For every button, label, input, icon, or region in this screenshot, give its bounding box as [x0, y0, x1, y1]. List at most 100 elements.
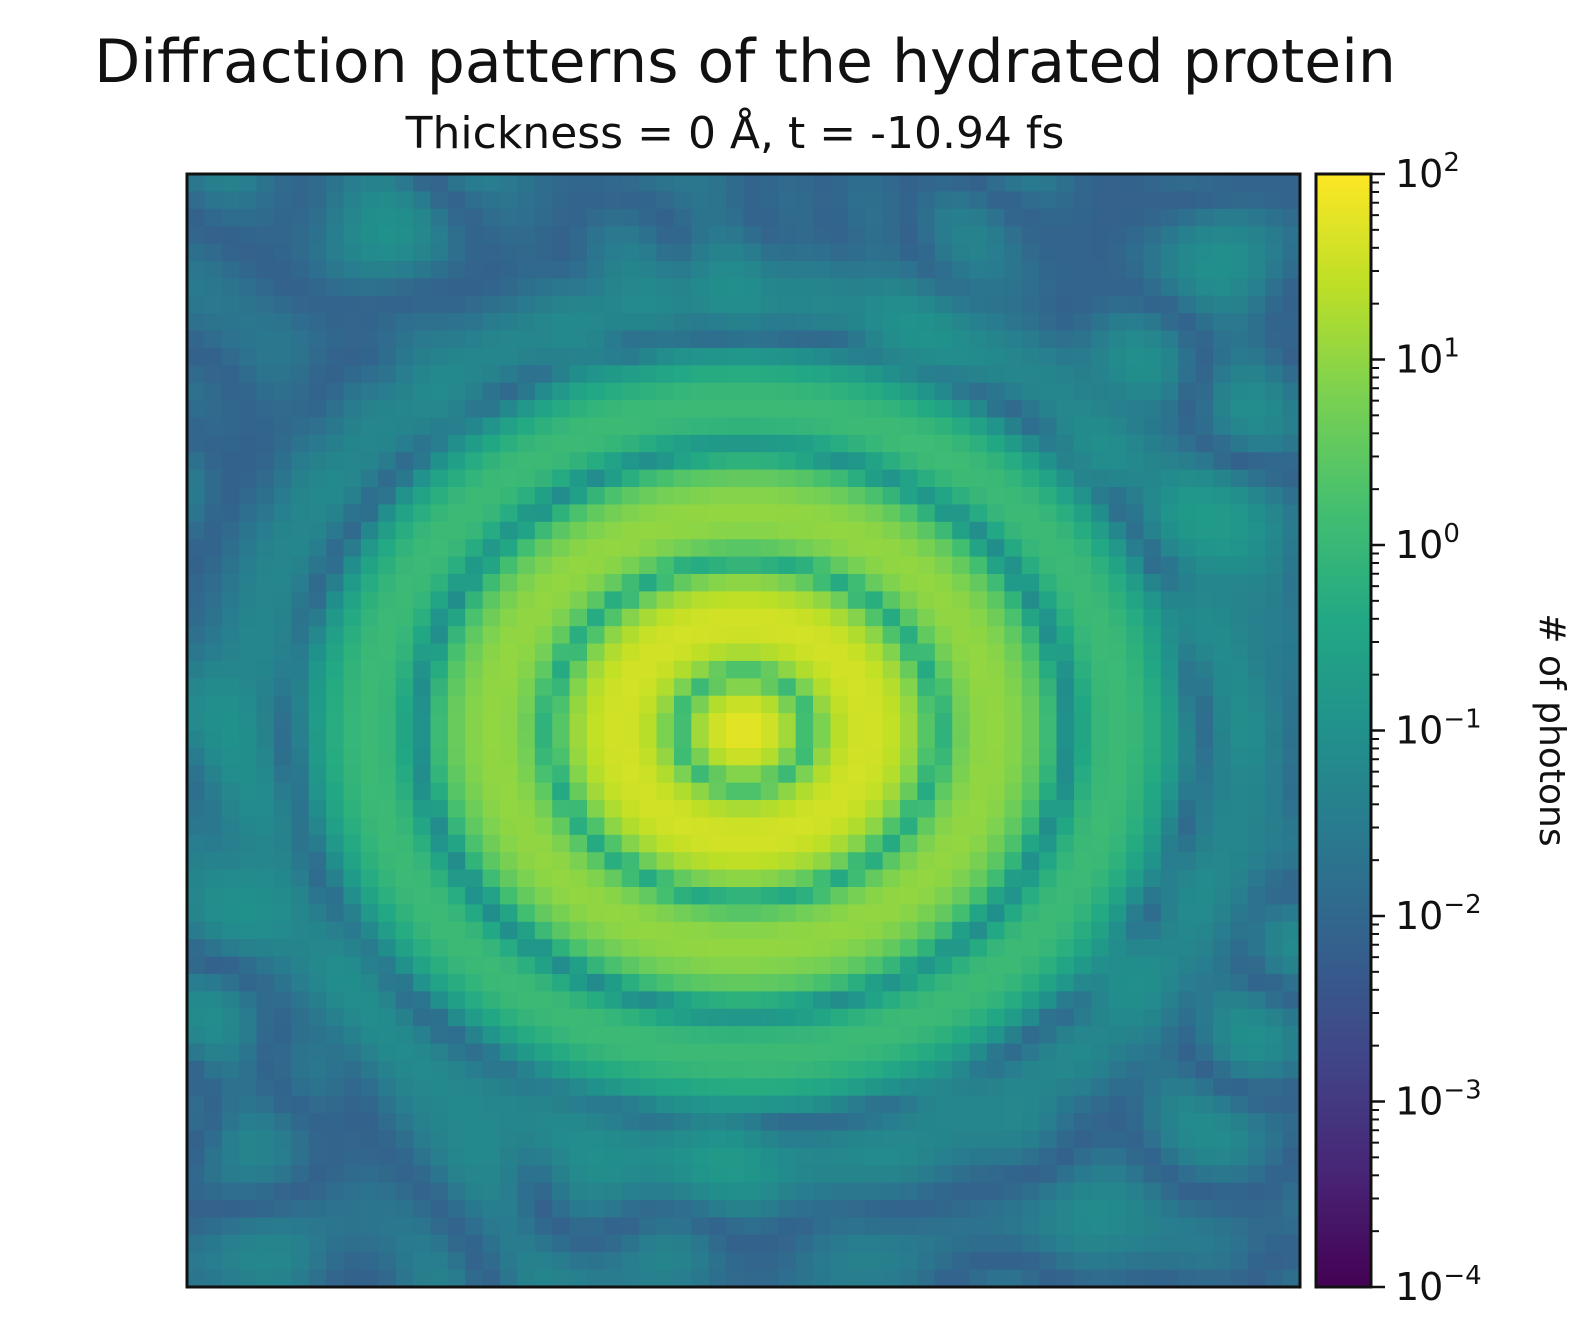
heatmap-cell: [500, 904, 519, 923]
heatmap-cell: [552, 991, 571, 1010]
heatmap-cell: [256, 1200, 275, 1219]
heatmap-cell: [1265, 347, 1284, 366]
heatmap-cell: [900, 626, 919, 645]
heatmap-cell: [708, 191, 727, 210]
heatmap-cell: [569, 365, 588, 384]
heatmap-cell: [760, 208, 779, 227]
heatmap-cell: [969, 417, 988, 436]
heatmap-cell: [395, 1095, 414, 1114]
heatmap-cell: [673, 1234, 692, 1253]
heatmap-cell: [1265, 991, 1284, 1010]
heatmap-cell: [239, 295, 258, 314]
heatmap-cell: [726, 469, 745, 488]
heatmap-cell: [517, 730, 536, 749]
heatmap-cell: [813, 504, 832, 523]
heatmap-cell: [604, 991, 623, 1010]
heatmap-cell: [691, 1043, 710, 1062]
heatmap-cell: [813, 191, 832, 210]
heatmap-cell: [743, 626, 762, 645]
heatmap-cell: [1247, 208, 1266, 227]
heatmap-cell: [1213, 1165, 1232, 1184]
heatmap-cell: [656, 869, 675, 888]
heatmap-cell: [1143, 887, 1162, 906]
heatmap-cell: [1195, 747, 1214, 766]
heatmap-cell: [395, 278, 414, 297]
heatmap-cell: [1195, 956, 1214, 975]
heatmap-cell: [1143, 713, 1162, 732]
heatmap-cell: [986, 834, 1005, 853]
heatmap-cell: [708, 800, 727, 819]
heatmap-cell: [1195, 365, 1214, 384]
heatmap-cell: [1230, 904, 1249, 923]
heatmap-cell: [500, 1026, 519, 1045]
heatmap-cell: [1091, 1130, 1110, 1149]
heatmap-cell: [1108, 782, 1127, 801]
heatmap-cell: [378, 626, 397, 645]
heatmap-cell: [430, 713, 449, 732]
heatmap-cell: [326, 452, 345, 471]
heatmap-cell: [639, 713, 658, 732]
heatmap-cell: [1073, 260, 1092, 279]
heatmap-cell: [1004, 226, 1023, 245]
heatmap-cell: [430, 434, 449, 453]
heatmap-cell: [1213, 591, 1232, 610]
heatmap-cell: [1126, 782, 1145, 801]
heatmap-cell: [1230, 313, 1249, 332]
heatmap-cell: [395, 1252, 414, 1271]
heatmap-cell: [604, 921, 623, 940]
heatmap-cell: [256, 626, 275, 645]
heatmap-cell: [604, 365, 623, 384]
heatmap-cell: [900, 1234, 919, 1253]
heatmap-cell: [691, 643, 710, 662]
heatmap-cell: [500, 365, 519, 384]
heatmap-cell: [830, 1060, 849, 1079]
heatmap-cell: [621, 591, 640, 610]
heatmap-cell: [847, 678, 866, 697]
heatmap-cell: [969, 730, 988, 749]
heatmap-cell: [1195, 678, 1214, 697]
heatmap-cell: [900, 887, 919, 906]
heatmap-cell: [1230, 660, 1249, 679]
heatmap-cell: [604, 1113, 623, 1132]
heatmap-cell: [1091, 591, 1110, 610]
heatmap-cell: [204, 226, 223, 245]
heatmap-cell: [986, 695, 1005, 714]
heatmap-cell: [621, 1217, 640, 1236]
heatmap-cell: [500, 469, 519, 488]
heatmap-cell: [378, 643, 397, 662]
heatmap-cell: [1247, 469, 1266, 488]
heatmap-cell: [882, 1060, 901, 1079]
heatmap-cell: [413, 1026, 432, 1045]
heatmap-cell: [569, 660, 588, 679]
heatmap-cell: [308, 208, 327, 227]
heatmap-cell: [969, 191, 988, 210]
heatmap-cell: [604, 278, 623, 297]
heatmap-cell: [1160, 260, 1179, 279]
heatmap-cell: [586, 695, 605, 714]
heatmap-cell: [1039, 278, 1058, 297]
heatmap-cell: [1108, 765, 1127, 784]
heatmap-cell: [743, 1200, 762, 1219]
heatmap-cell: [656, 365, 675, 384]
heatmap-cell: [743, 921, 762, 940]
heatmap-cell: [1230, 782, 1249, 801]
heatmap-cell: [604, 591, 623, 610]
heatmap-cell: [1004, 452, 1023, 471]
heatmap-cell: [500, 313, 519, 332]
heatmap-cell: [256, 278, 275, 297]
heatmap-cell: [900, 434, 919, 453]
heatmap-cell: [986, 939, 1005, 958]
heatmap-cell: [569, 1234, 588, 1253]
heatmap-cell: [952, 678, 971, 697]
heatmap-cell: [865, 1165, 884, 1184]
heatmap-cell: [1021, 869, 1040, 888]
heatmap-cell: [326, 643, 345, 662]
heatmap-cell: [726, 1130, 745, 1149]
heatmap-cell: [569, 695, 588, 714]
heatmap-cell: [778, 1095, 797, 1114]
heatmap-cell: [552, 365, 571, 384]
heatmap-cell: [1091, 417, 1110, 436]
heatmap-cell: [273, 1026, 292, 1045]
heatmap-cell: [986, 1147, 1005, 1166]
heatmap-cell: [1282, 591, 1301, 610]
